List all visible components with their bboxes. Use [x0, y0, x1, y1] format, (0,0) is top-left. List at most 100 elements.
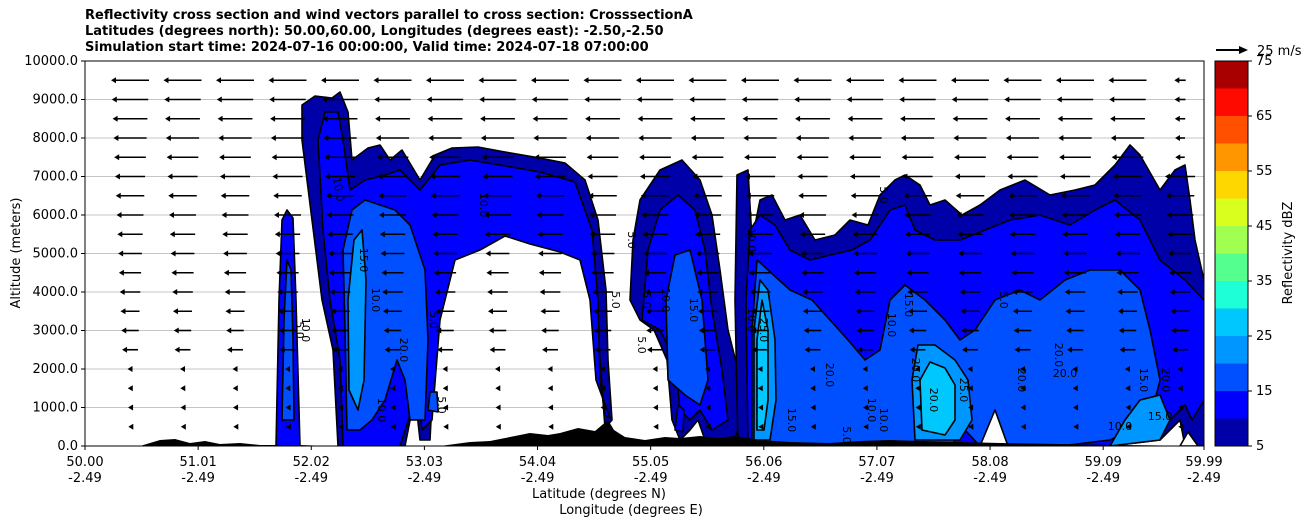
wind-vector [533, 135, 567, 141]
contour-label: 25.0 [757, 318, 770, 343]
wind-vector [227, 346, 243, 353]
wind-vector [852, 231, 878, 238]
wind-vector [434, 289, 456, 295]
wind-vector [1111, 154, 1144, 161]
wind-vector [584, 96, 621, 103]
wind-vector [1177, 366, 1183, 372]
wind-vector [653, 423, 659, 430]
colorbar-band [1215, 88, 1248, 116]
wind-vector [537, 231, 563, 238]
x-tick-label-lat: 55.05 [632, 455, 669, 470]
wind-vector [855, 308, 875, 315]
x-tick-label-lat: 59.09 [1085, 455, 1122, 470]
wind-vector [802, 289, 823, 295]
wind-vector [1168, 269, 1192, 276]
colorbar-band [1215, 171, 1248, 199]
wind-vector [426, 96, 464, 103]
wind-vector [127, 366, 133, 372]
wind-vector [165, 115, 200, 122]
wind-vector [1056, 77, 1094, 84]
wind-vector [900, 115, 935, 122]
wind-vector [690, 135, 725, 141]
y-tick-label: 9000.0 [33, 93, 79, 108]
wind-vector [747, 231, 773, 238]
wind-vector [216, 77, 254, 84]
wind-vector [797, 173, 828, 180]
y-tick-label: 10000.0 [24, 54, 78, 69]
wind-vector [636, 96, 674, 103]
wind-vector [1170, 308, 1190, 315]
wind-vector [958, 250, 982, 257]
wind-vector [322, 115, 358, 122]
wind-vector [481, 154, 514, 161]
wind-vector [907, 308, 928, 315]
wind-vector [647, 346, 663, 353]
wind-vector [745, 192, 775, 199]
wind-vector [1168, 250, 1192, 257]
wind-vector [585, 135, 620, 141]
wind-vector [1110, 115, 1145, 122]
wind-vector [180, 385, 186, 392]
wind-vector [531, 96, 569, 103]
wind-vector [325, 192, 355, 199]
wind-vector [1115, 250, 1140, 257]
wind-vector [428, 135, 462, 141]
wind-vector [390, 404, 396, 411]
x-axis: 50.00-2.4951.01-2.4952.02-2.4953.03-2.49… [66, 446, 1223, 486]
wind-vector [1171, 327, 1189, 334]
wind-vector [379, 212, 406, 218]
wind-vector [223, 250, 247, 257]
wind-vector [652, 385, 658, 392]
wind-vector [119, 289, 141, 295]
wind-vector [653, 404, 659, 411]
wind-vector [1058, 135, 1092, 141]
y-tick-label: 0.0 [57, 439, 78, 454]
wind-vector [592, 289, 613, 295]
wind-vector [166, 154, 199, 161]
wind-vector [1174, 77, 1186, 84]
wind-vector [331, 327, 349, 334]
wind-vector [1056, 96, 1094, 103]
wind-vector [427, 115, 463, 122]
wind-vector [967, 366, 973, 372]
wind-vector [1003, 77, 1042, 84]
colorbar-tick-label: 55 [1256, 164, 1273, 179]
wind-vector [1119, 346, 1136, 353]
wind-vector [426, 77, 464, 84]
wind-vector [169, 212, 196, 218]
colorbar-tick-label: 45 [1256, 219, 1273, 234]
wind-vector [799, 231, 826, 238]
wind-vector [233, 404, 239, 411]
wind-vector [1166, 212, 1194, 218]
wind-vector [692, 173, 723, 180]
wind-vector [694, 212, 721, 218]
wind-vector [338, 423, 344, 430]
wind-vector [495, 404, 501, 411]
wind-vector [588, 192, 617, 199]
wind-vector [903, 192, 932, 199]
wind-vector [337, 366, 343, 372]
wind-vector [846, 77, 884, 84]
wind-vector [378, 192, 407, 199]
wind-vector [690, 115, 725, 122]
wind-vector [1117, 308, 1138, 315]
contour-label: 15.0 [785, 408, 798, 433]
wind-vector [1005, 115, 1040, 122]
x-tick-label-lon: -2.49 [973, 471, 1007, 486]
wind-vector [113, 135, 147, 141]
wind-vector [952, 115, 988, 122]
wind-vector [862, 385, 868, 392]
wind-vector [321, 77, 359, 84]
wind-vector [112, 115, 148, 122]
wind-vector [329, 289, 351, 295]
wind-vector [443, 423, 449, 430]
wind-vector [961, 327, 979, 334]
wind-vector [955, 192, 985, 199]
chart-title-line-1: Reflectivity cross section and wind vect… [85, 8, 693, 23]
wind-vector [853, 250, 877, 257]
x-tick-label-lat: 52.02 [293, 455, 330, 470]
wind-vector [222, 231, 248, 238]
wind-vector [324, 173, 356, 180]
wind-vector [705, 423, 711, 430]
wind-vector [793, 77, 832, 84]
